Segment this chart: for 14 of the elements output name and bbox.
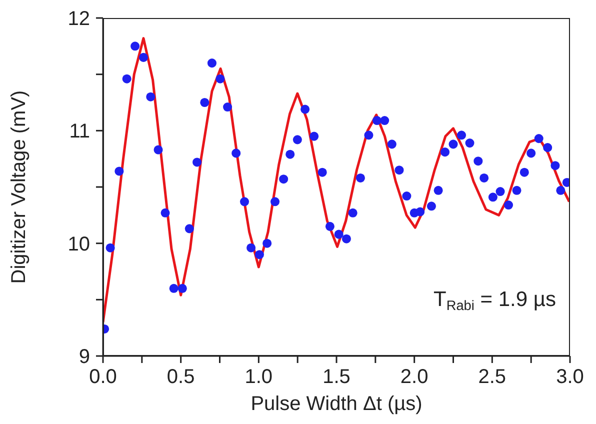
x-tick-label: 0.5 (166, 366, 195, 388)
x-tick-label: 1.5 (322, 366, 350, 388)
y-tick-label: 9 (78, 346, 90, 368)
x-tick-label: 3.0 (556, 366, 584, 388)
x-axis-title: Pulse Width Δt (µs) (250, 393, 422, 415)
y-tick-label: 12 (68, 8, 90, 30)
x-tick-label: 0.0 (89, 366, 117, 388)
x-tick-label: 2.0 (400, 366, 428, 388)
y-axis-title: Digitizer Voltage (mV) (8, 90, 30, 284)
y-tick-label: 11 (69, 120, 90, 143)
annotation: T$_{Rabi}$ = 1.9 µs (434, 288, 556, 314)
x-tick-label: 2.5 (478, 366, 506, 388)
y-tick-label: 10 (68, 233, 90, 256)
x-tick-label: 1.0 (244, 366, 273, 388)
